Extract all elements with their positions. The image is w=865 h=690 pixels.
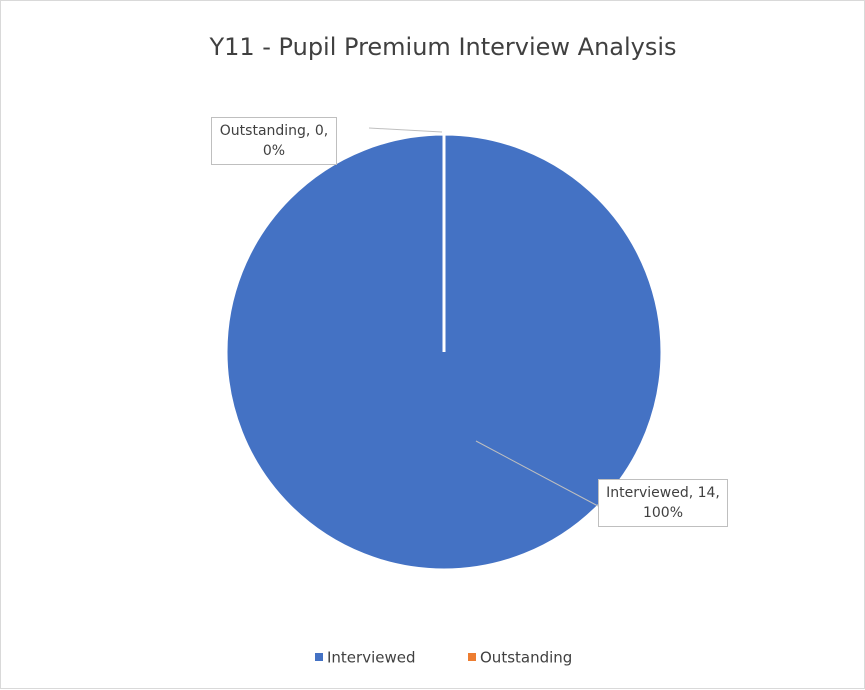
data-label: Interviewed, 14, 100%: [598, 479, 728, 527]
legend-marker: [315, 653, 323, 661]
legend-marker: [468, 653, 476, 661]
legend-label: Outstanding: [480, 649, 572, 667]
data-label: Outstanding, 0, 0%: [211, 117, 337, 165]
chart-title: Y11 - Pupil Premium Interview Analysis: [208, 33, 676, 61]
legend-label: Interviewed: [327, 649, 416, 667]
leader-line: [368, 127, 443, 133]
leader-line: [475, 440, 599, 507]
